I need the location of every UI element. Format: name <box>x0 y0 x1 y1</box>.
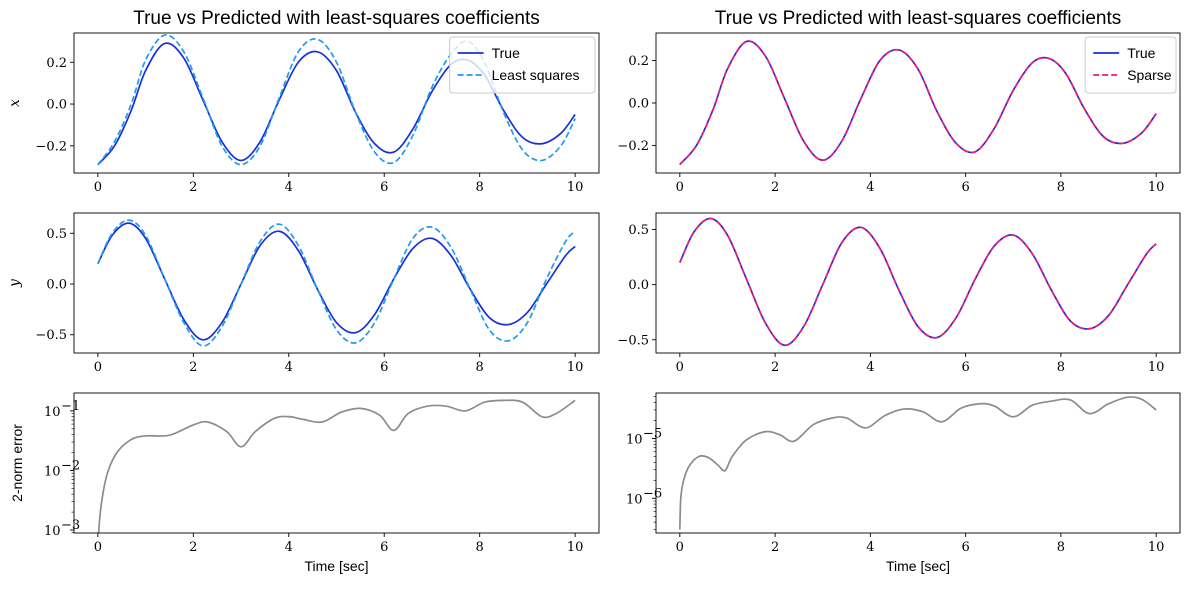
y-tick-label: 0.0 <box>628 278 649 293</box>
chart-title: True vs Predicted with least-squares coe… <box>133 8 540 29</box>
y-tick-exponent: −6 <box>643 486 662 501</box>
y-tick-label: 0.0 <box>46 98 67 113</box>
series-line-true <box>97 222 576 341</box>
x-tick-label: 2 <box>189 540 197 555</box>
legend-box <box>449 36 596 94</box>
x-tick-label: 0 <box>676 180 684 195</box>
y-tick-label: −0.2 <box>617 139 649 154</box>
x-tick-label: 10 <box>567 540 584 555</box>
x-tick-label: 0 <box>676 540 684 555</box>
x-tick-label: 6 <box>961 360 969 375</box>
x-tick-label: 8 <box>476 180 484 195</box>
x-tick-label: 0 <box>676 360 684 375</box>
y-tick-exponent: −1 <box>61 399 80 414</box>
series-group <box>679 217 1157 347</box>
x-tick-label: 8 <box>476 540 484 555</box>
x-tick-label: 4 <box>285 540 293 555</box>
axes-frame <box>655 392 1181 534</box>
x-tick-label: 6 <box>380 180 388 195</box>
y-tick-label: 10 <box>44 464 61 479</box>
x-tick-label: 6 <box>961 540 969 555</box>
y-tick-label: 10 <box>44 524 61 539</box>
x-tick-label: 6 <box>380 360 388 375</box>
y-tick-label: 0.2 <box>628 54 649 69</box>
y-tick-label: 0.5 <box>46 227 67 242</box>
series-line-error <box>678 396 1157 530</box>
x-tick-label: 10 <box>567 360 584 375</box>
legend-label: Sparse <box>1127 67 1172 83</box>
x-tick-label: 4 <box>866 540 874 555</box>
x-tick-label: 0 <box>94 180 102 195</box>
series-line-least-squares <box>97 219 576 347</box>
x-axis-label: Time [sec] <box>886 558 950 574</box>
axes-top-left: 0 2 4 6 8 10 −0.2 0.0 0.2 True vs Predicted with … <box>7 8 600 195</box>
legend-label: Least squares <box>492 67 580 83</box>
axes-frame <box>73 212 600 354</box>
y-axis-label: 2-norm error <box>9 424 25 502</box>
x-tick-label: 4 <box>285 180 293 195</box>
x-tick-label: 6 <box>961 180 969 195</box>
axes-frame <box>655 212 1181 354</box>
x-tick-label: 4 <box>866 180 874 195</box>
x-axis-label: Time [sec] <box>304 558 368 574</box>
y-tick-label: 0.2 <box>46 56 67 71</box>
x-tick-label: 10 <box>1148 360 1165 375</box>
y-tick-exponent: −3 <box>61 518 80 533</box>
y-tick-exponent: −2 <box>61 458 80 473</box>
series-group <box>97 219 576 347</box>
legend-box <box>1084 36 1177 94</box>
y-tick-label: 10 <box>44 405 61 420</box>
y-axis-label: y <box>7 278 23 288</box>
series-group <box>97 399 576 533</box>
axes-top-right: 0 2 4 6 8 10 −0.2 0.0 0.2 True vs Predicted with … <box>617 8 1181 195</box>
y-axis-label: x <box>7 99 23 107</box>
x-tick-label: 10 <box>567 180 584 195</box>
x-tick-label: 8 <box>1057 360 1065 375</box>
x-tick-label: 10 <box>1148 180 1165 195</box>
legend-label: True <box>492 45 520 61</box>
y-tick-label: 0.5 <box>628 223 649 238</box>
y-tick-label: −0.2 <box>35 139 67 154</box>
x-tick-label: 2 <box>771 360 779 375</box>
x-tick-label: 4 <box>866 360 874 375</box>
x-tick-label: 0 <box>94 360 102 375</box>
x-tick-label: 10 <box>1148 540 1165 555</box>
y-tick-label: −0.5 <box>617 333 649 348</box>
x-tick-label: 2 <box>771 540 779 555</box>
y-tick-label: −0.5 <box>35 328 67 343</box>
y-tick-label: 0.0 <box>628 97 649 112</box>
x-tick-label: 2 <box>189 360 197 375</box>
x-tick-label: 8 <box>1057 180 1065 195</box>
axes-middle-left: 0 2 4 6 8 10 −0.5 0.0 0.5 y <box>7 212 600 375</box>
legend-label: True <box>1127 45 1155 61</box>
legend: True Sparse <box>1084 36 1177 94</box>
x-tick-label: 6 <box>380 540 388 555</box>
x-tick-label: 4 <box>285 360 293 375</box>
y-tick-label: 0.0 <box>46 278 67 293</box>
y-tick-label: 10 <box>626 492 643 507</box>
series-line-sparse <box>679 217 1157 347</box>
series-group <box>97 34 576 166</box>
x-tick-label: 2 <box>189 180 197 195</box>
series-line-least-squares <box>97 34 576 166</box>
x-tick-label: 8 <box>476 360 484 375</box>
y-tick-exponent: −5 <box>643 426 662 441</box>
x-tick-label: 8 <box>1057 540 1065 555</box>
series-group <box>679 40 1157 166</box>
axes-middle-right: 0 2 4 6 8 10 −0.5 0.0 0.5 <box>617 212 1181 375</box>
x-tick-label: 2 <box>771 180 779 195</box>
x-tick-label: 0 <box>94 540 102 555</box>
axes-frame <box>73 392 600 534</box>
legend: True Least squares <box>449 36 596 94</box>
y-tick-label: 10 <box>626 432 643 447</box>
series-line-sparse <box>679 40 1157 166</box>
axes-frame <box>73 32 600 174</box>
chart-title: True vs Predicted with least-squares coe… <box>715 8 1122 29</box>
series-group <box>678 396 1157 530</box>
series-line-true <box>679 217 1157 347</box>
series-line-error <box>97 399 576 533</box>
